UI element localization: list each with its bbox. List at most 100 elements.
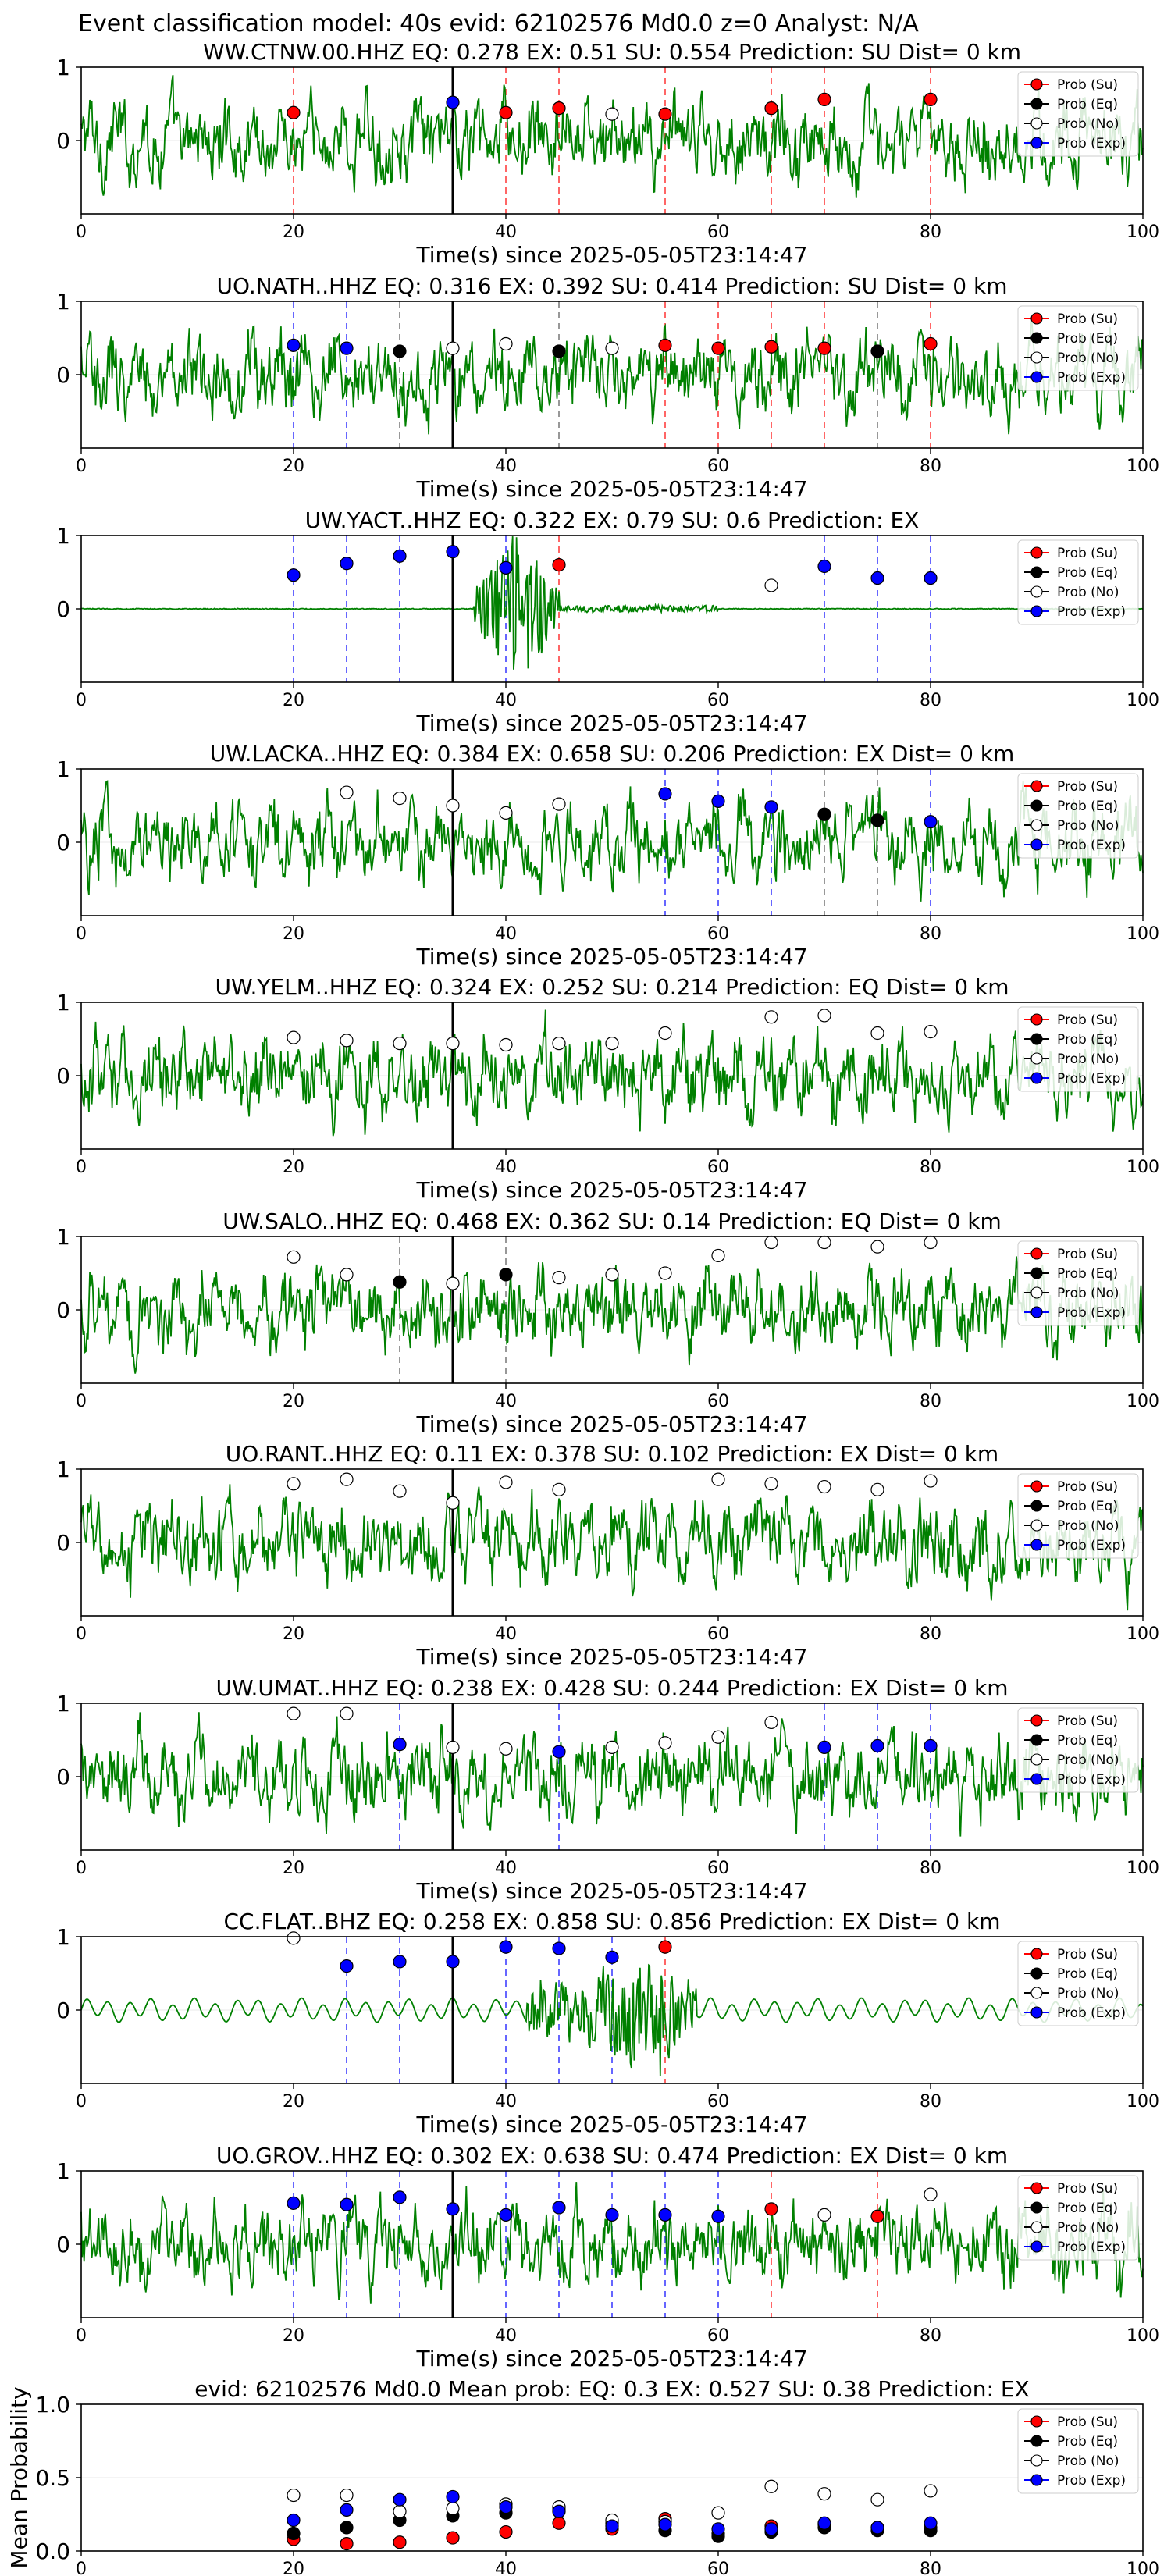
legend: Prob (Su) Prob (Eq) Prob (No) Prob (Exp)	[1017, 773, 1139, 859]
legend-label: Prob (No)	[1057, 585, 1119, 600]
prob-point-exp	[287, 2196, 301, 2210]
panels-container: WW.CTNW.00.HHZ EQ: 0.278 EX: 0.51 SU: 0.…	[6, 39, 1159, 2576]
x-tick-label: 40	[495, 1392, 517, 1411]
x-tick-label: 0	[76, 2092, 87, 2112]
prob-point-no	[711, 1730, 725, 1744]
prob-point-no	[446, 1740, 460, 1754]
mean-point-su	[393, 2535, 407, 2549]
legend-label: Prob (No)	[1057, 1752, 1119, 1768]
legend-label: Prob (No)	[1057, 818, 1119, 834]
x-tick-label: 60	[707, 2092, 729, 2112]
prob-point-exp	[605, 1950, 619, 1964]
prob-point-no	[924, 1474, 938, 1488]
legend-marker-su	[1030, 1013, 1043, 1026]
legend-marker-eq	[1030, 2201, 1043, 2214]
x-tick-label: 40	[495, 691, 517, 710]
x-axis-label: Time(s) since 2025-05-05T23:14:47	[415, 242, 807, 268]
prob-point-no	[817, 1235, 831, 1250]
prob-point-su	[658, 1940, 672, 1954]
prob-point-exp	[658, 2208, 672, 2222]
waveform	[80, 1963, 1144, 2076]
legend-marker-su	[1030, 1948, 1043, 1960]
x-tick-label: 80	[920, 2092, 941, 2112]
x-tick-label: 0	[76, 1158, 87, 1177]
x-axis-label: Time(s) since 2025-05-05T23:14:47	[415, 2112, 807, 2137]
x-tick-label: 60	[707, 691, 729, 710]
legend-marker-su	[1030, 1247, 1043, 1260]
prob-point-no	[764, 1477, 778, 1491]
prob-point-no	[340, 1034, 354, 1048]
mean-point-no	[817, 2487, 831, 2501]
prob-point-exp	[393, 549, 407, 563]
prob-point-no	[446, 1037, 460, 1051]
x-tick-label: 20	[283, 222, 304, 242]
prob-point-no	[393, 1484, 407, 1498]
x-tick-label: 0	[76, 1392, 87, 1411]
x-tick-label: 20	[283, 2560, 304, 2576]
prob-point-exp	[446, 95, 460, 109]
legend: Prob (Su) Prob (Eq) Prob (No) Prob (Exp)	[1017, 1473, 1139, 1559]
y-tick-label: 0	[56, 128, 70, 154]
legend-label: Prob (Su)	[1057, 1713, 1118, 1729]
prob-point-su	[817, 92, 831, 106]
prob-point-su	[552, 557, 566, 572]
mean-point-exp	[499, 2500, 513, 2514]
legend-marker-no	[1030, 819, 1043, 831]
legend-label: Prob (Su)	[1057, 779, 1118, 795]
prob-point-no	[287, 1030, 301, 1044]
prob-point-eq	[870, 344, 884, 358]
waveform	[80, 536, 1144, 670]
legend-marker-eq	[1030, 1033, 1043, 1045]
panel-uo-nath--hhz: UO.NATH..HHZ EQ: 0.316 EX: 0.392 SU: 0.4…	[56, 273, 1159, 502]
waveform	[80, 1484, 1144, 1611]
prob-point-no	[552, 1271, 566, 1285]
prob-point-eq	[552, 344, 566, 358]
legend-box	[1017, 1240, 1139, 1326]
prob-point-no	[552, 1037, 566, 1051]
prob-point-no	[446, 799, 460, 813]
prob-point-no	[764, 1715, 778, 1730]
legend-marker-exp	[1030, 2006, 1043, 2019]
prob-point-exp	[658, 787, 672, 801]
legend-label: Prob (Exp)	[1057, 1305, 1126, 1321]
legend-label: Prob (Exp)	[1057, 838, 1126, 853]
prob-point-no	[605, 1268, 619, 1282]
prob-point-no	[870, 1482, 884, 1496]
mean-point-exp	[605, 2519, 619, 2533]
prob-point-no	[817, 1479, 831, 1494]
prob-point-no	[287, 1477, 301, 1491]
mean-point-no	[287, 2488, 301, 2503]
panel-title: UW.YACT..HHZ EQ: 0.322 EX: 0.79 SU: 0.6 …	[305, 507, 920, 533]
prob-point-exp	[393, 1738, 407, 1752]
x-tick-label: 20	[283, 691, 304, 710]
prob-point-su	[764, 101, 778, 116]
x-axis-label: Time(s) since 2025-05-05T23:14:47	[415, 1878, 807, 1904]
legend-label: Prob (Exp)	[1057, 2005, 1126, 2021]
legend-box	[1017, 1473, 1139, 1559]
panel-uw-yelm--hhz: UW.YELM..HHZ EQ: 0.324 EX: 0.252 SU: 0.2…	[56, 974, 1159, 1203]
legend-marker-exp	[1030, 137, 1043, 149]
prob-point-no	[340, 1706, 354, 1720]
prob-point-exp	[711, 2209, 725, 2223]
mean-point-su	[499, 2524, 513, 2539]
x-tick-label: 40	[495, 2560, 517, 2576]
prob-point-no	[658, 1736, 672, 1750]
panel-title: WW.CTNW.00.HHZ EQ: 0.278 EX: 0.51 SU: 0.…	[203, 39, 1021, 65]
legend-label: Prob (Su)	[1057, 311, 1118, 327]
prob-point-no	[446, 341, 460, 355]
prob-point-exp	[287, 338, 301, 352]
legend-box	[1017, 773, 1139, 859]
y-tick-label: 1	[56, 1691, 70, 1717]
x-tick-label: 40	[495, 2092, 517, 2112]
y-tick-label: 1	[56, 756, 70, 782]
y-tick-label: 0	[56, 1063, 70, 1089]
prob-point-no	[552, 797, 566, 811]
mean-point-exp	[552, 2504, 566, 2518]
y-tick-label: 0	[56, 596, 70, 622]
legend-marker-eq	[1030, 2435, 1043, 2447]
x-tick-label: 0	[76, 2560, 87, 2576]
mean-point-no	[924, 2484, 938, 2498]
legend-label: Prob (Su)	[1057, 1947, 1118, 1962]
y-tick-label: 1	[56, 55, 70, 80]
